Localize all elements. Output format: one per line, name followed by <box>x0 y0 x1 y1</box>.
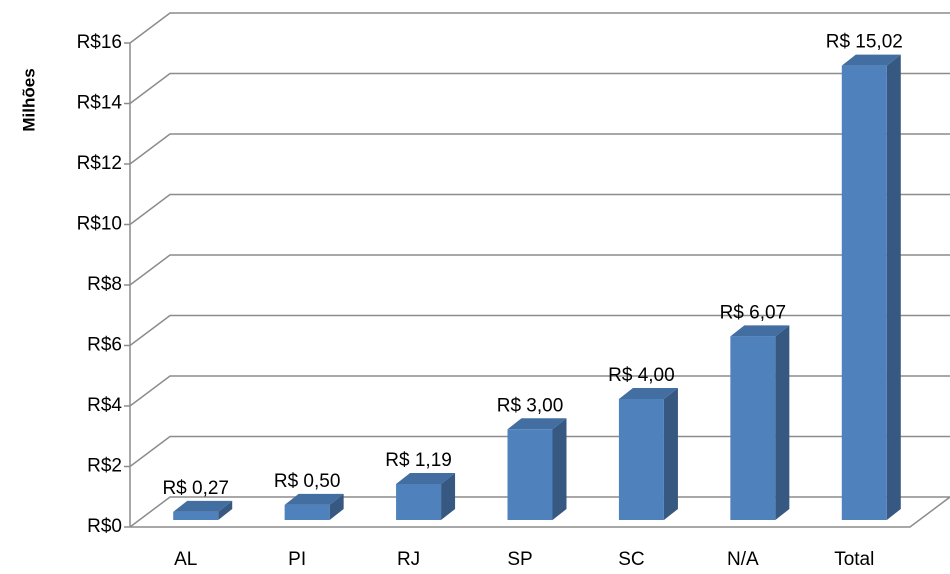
bar-top <box>396 473 456 485</box>
bar-side <box>552 418 567 520</box>
bar-top <box>730 325 790 337</box>
grid-line <box>129 72 950 105</box>
y-tick-label: R$16 <box>77 32 122 53</box>
y-tick-label: R$14 <box>77 93 123 114</box>
y-tick-label: R$2 <box>87 456 122 477</box>
y-tick-label: R$4 <box>87 395 122 416</box>
floor-edge <box>130 496 950 528</box>
x-tick-label: Total <box>834 549 874 570</box>
data-label: R$ 6,07 <box>720 302 787 323</box>
y-axis-title: Milhões <box>19 68 38 131</box>
bar-side <box>886 54 901 521</box>
x-tick-label: RJ <box>397 549 420 570</box>
y-tick-label: R$10 <box>77 214 122 235</box>
bar-side <box>775 325 790 520</box>
x-tick-label: N/A <box>727 549 759 570</box>
bar-front <box>284 504 330 520</box>
bar-front <box>730 336 776 520</box>
bar-front <box>396 484 442 520</box>
bar <box>618 388 678 520</box>
data-label: R$ 0,50 <box>274 471 341 492</box>
bar-side <box>441 473 456 520</box>
bar-front <box>507 429 553 520</box>
bar <box>841 54 901 521</box>
y-tick-label: R$6 <box>87 335 122 356</box>
y-tick-label: R$12 <box>77 153 122 174</box>
bar-top <box>507 418 567 430</box>
grid-line <box>129 496 950 528</box>
bar-top <box>618 388 678 399</box>
bar-top <box>284 493 344 505</box>
x-tick-label: SC <box>618 549 644 570</box>
data-label: R$ 4,00 <box>608 365 675 386</box>
bar <box>173 500 233 520</box>
bar-top <box>173 500 233 512</box>
grid-line <box>129 375 950 407</box>
y-tick-label: R$0 <box>87 516 122 537</box>
bar <box>730 325 790 520</box>
grid-line <box>129 12 950 44</box>
x-tick-label: SP <box>507 549 532 570</box>
bar-front <box>618 399 664 520</box>
bar-top <box>841 54 901 66</box>
data-label: R$ 0,27 <box>162 478 229 499</box>
bar-front <box>841 65 887 521</box>
grid-line <box>129 435 950 468</box>
grid-line <box>129 133 950 165</box>
grid-line <box>129 193 950 226</box>
bar <box>396 473 456 520</box>
grid-line <box>129 254 950 286</box>
bar <box>284 493 344 520</box>
x-tick-label: AL <box>174 549 197 570</box>
grid-line <box>129 314 950 347</box>
bar-side <box>329 493 344 520</box>
data-label: R$ 15,02 <box>826 32 903 53</box>
data-label: R$ 1,19 <box>385 450 452 471</box>
data-label: R$ 3,00 <box>497 395 564 416</box>
bar-side <box>218 500 233 520</box>
bar-front <box>173 511 219 520</box>
bar-side <box>663 388 678 520</box>
bar <box>507 418 567 520</box>
x-tick-label: PI <box>288 549 306 570</box>
y-tick-label: R$8 <box>87 274 122 295</box>
